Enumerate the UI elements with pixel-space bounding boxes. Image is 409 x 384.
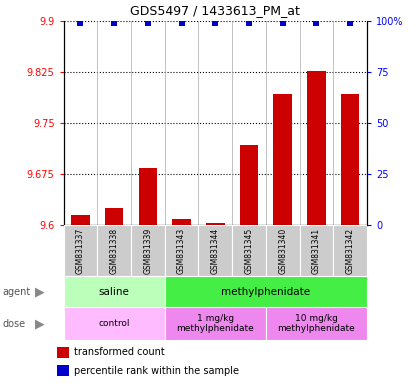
Text: control: control (98, 319, 130, 328)
Bar (231, 225, 265, 276)
Bar (164, 307, 265, 340)
Text: transformed count: transformed count (74, 347, 164, 357)
Bar (306, 71, 325, 225)
Bar (164, 225, 198, 276)
Text: GSM831338: GSM831338 (109, 227, 118, 274)
Text: agent: agent (2, 287, 30, 297)
Bar (333, 225, 366, 276)
Point (346, 20, 353, 26)
Text: methylphenidate: methylphenidate (221, 287, 310, 297)
Point (312, 20, 319, 26)
Bar (97, 225, 130, 276)
Bar (63, 276, 164, 307)
Text: saline: saline (99, 287, 129, 297)
Text: GSM831340: GSM831340 (277, 227, 286, 274)
Bar (299, 225, 333, 276)
Bar (239, 145, 258, 225)
Text: GSM831343: GSM831343 (177, 227, 186, 274)
Text: ▶: ▶ (35, 285, 44, 298)
Point (110, 20, 117, 26)
Bar (138, 168, 157, 225)
Text: 1 mg/kg
methylphenidate: 1 mg/kg methylphenidate (176, 314, 254, 333)
Text: GSM831339: GSM831339 (143, 227, 152, 274)
Text: 10 mg/kg
methylphenidate: 10 mg/kg methylphenidate (277, 314, 354, 333)
Bar (63, 307, 164, 340)
Text: percentile rank within the sample: percentile rank within the sample (74, 366, 238, 376)
Text: ▶: ▶ (35, 317, 44, 330)
Bar (273, 94, 291, 225)
Bar (164, 276, 366, 307)
Bar (130, 225, 164, 276)
Bar (57, 347, 69, 358)
Point (279, 20, 285, 26)
Text: dose: dose (2, 318, 25, 329)
Text: GSM831344: GSM831344 (210, 227, 219, 274)
Bar (105, 209, 123, 225)
Point (77, 20, 83, 26)
Bar (340, 94, 358, 225)
Point (178, 20, 184, 26)
Point (144, 20, 151, 26)
Bar (265, 225, 299, 276)
Text: GSM831337: GSM831337 (76, 227, 85, 274)
Bar (265, 307, 366, 340)
Title: GDS5497 / 1433613_PM_at: GDS5497 / 1433613_PM_at (130, 4, 299, 17)
Bar (205, 223, 224, 225)
Bar (198, 225, 231, 276)
Text: GSM831345: GSM831345 (244, 227, 253, 274)
Point (245, 20, 252, 26)
Text: GSM831341: GSM831341 (311, 227, 320, 274)
Bar (63, 225, 97, 276)
Text: GSM831342: GSM831342 (345, 227, 354, 274)
Point (211, 20, 218, 26)
Bar (172, 218, 190, 225)
Bar (57, 366, 69, 376)
Bar (71, 215, 90, 225)
